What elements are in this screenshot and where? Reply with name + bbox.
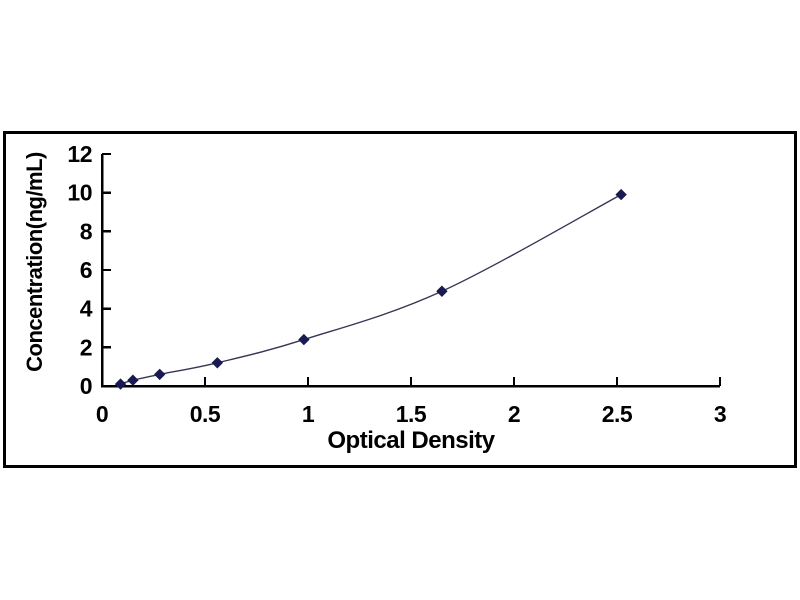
- y-axis-title: Concentration(ng/mL): [22, 152, 47, 372]
- data-point-diamond: [153, 368, 166, 381]
- x-tick-label: 0.5: [190, 401, 221, 427]
- y-tick-label: 2: [80, 334, 92, 360]
- y-tick-label: 6: [80, 257, 92, 283]
- series-curve: [120, 193, 622, 385]
- data-point-diamond: [211, 357, 224, 369]
- axis-lines: [100, 154, 720, 388]
- data-point-diamond: [298, 333, 310, 346]
- x-tick-label: 1.5: [396, 401, 427, 427]
- y-tick-label: 10: [67, 180, 92, 206]
- y-tick-label: 8: [80, 218, 93, 244]
- data-point-diamond: [436, 285, 448, 297]
- y-tick-label: 12: [67, 141, 92, 167]
- data-point-diamond: [127, 374, 139, 386]
- chart-generated-layer: 0 0.5 1 1.5 2 2.5 3 0 2 4 6 8 10 12: [67, 141, 726, 427]
- y-tick-label: 4: [80, 296, 93, 322]
- x-tick-label: 2: [508, 401, 520, 427]
- chart-frame: 0 0.5 1 1.5 2 2.5 3 0 2 4 6 8 10 12 Optical Density C…: [3, 131, 797, 468]
- x-tick-label: 0: [96, 401, 108, 427]
- y-tick-label: 0: [80, 373, 92, 399]
- x-tick-label: 1: [302, 401, 315, 427]
- x-tick-label: 3: [714, 401, 726, 427]
- data-point-diamond: [114, 378, 127, 390]
- elisa-standard-curve-chart: 0 0.5 1 1.5 2 2.5 3 0 2 4 6 8 10 12 Optical Density C…: [22, 141, 727, 454]
- x-axis-title: Optical Density: [327, 427, 495, 454]
- x-tick-label: 2.5: [602, 401, 633, 427]
- data-point-diamond: [615, 188, 627, 201]
